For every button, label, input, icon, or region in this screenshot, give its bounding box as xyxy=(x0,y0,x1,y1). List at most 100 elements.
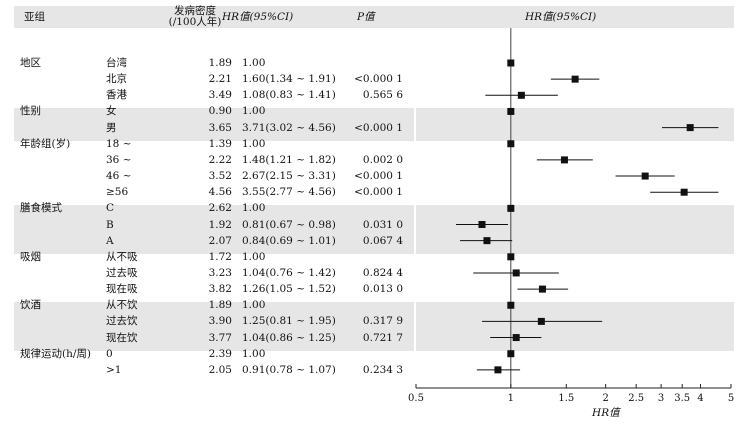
incidence-value: 2.22 xyxy=(208,153,232,166)
hr-point xyxy=(641,172,649,180)
group-band xyxy=(14,108,414,141)
p-value: <0.000 1 xyxy=(354,121,403,134)
level-label: 男 xyxy=(106,121,117,134)
x-tick-label: 1.5 xyxy=(558,393,574,404)
level-label: >1 xyxy=(106,363,122,376)
hr-point xyxy=(507,253,515,261)
p-value: 0.317 9 xyxy=(362,315,403,328)
hr-ci-text: 1.48(1.21 ~ 1.82) xyxy=(242,153,336,166)
group-label: 饮酒 xyxy=(20,299,41,312)
group-band xyxy=(416,108,734,141)
incidence-value: 1.39 xyxy=(208,137,232,150)
hr-point xyxy=(507,140,515,148)
hr-ci-text: 1.25(0.81 ~ 1.95) xyxy=(242,315,336,328)
level-label: 香港 xyxy=(106,89,127,102)
x-tick-label: 5 xyxy=(728,393,734,404)
hr-point xyxy=(680,188,688,196)
hr-ci-text: 0.84(0.69 ~ 1.01) xyxy=(242,234,336,247)
hr-ci-text: 1.04(0.86 ~ 1.25) xyxy=(242,331,336,344)
hr-point xyxy=(507,107,515,115)
p-value: 0.824 4 xyxy=(362,266,403,279)
header-p: P值 xyxy=(357,12,375,23)
group-label: 地区 xyxy=(20,57,41,69)
incidence-value: 2.21 xyxy=(208,73,232,86)
p-value: 0.031 0 xyxy=(362,218,403,231)
hr-point xyxy=(512,334,520,342)
group-label: 吸烟 xyxy=(20,250,41,263)
incidence-value: 1.72 xyxy=(208,250,232,263)
incidence-value: 3.23 xyxy=(208,266,232,279)
hr-point xyxy=(507,59,515,67)
level-label: 18 ~ xyxy=(106,137,132,150)
header-band xyxy=(14,6,734,28)
incidence-value: 3.65 xyxy=(208,121,232,134)
hr-ci-text: 1.00 xyxy=(242,57,266,69)
p-value: 0.013 0 xyxy=(362,283,403,296)
hr-ci-text: 1.08(0.83 ~ 1.41) xyxy=(242,89,336,102)
p-value: 0.721 7 xyxy=(362,331,403,344)
incidence-value: 1.89 xyxy=(208,299,232,312)
header-incidence-line1: 发病密度 xyxy=(174,5,216,17)
p-value: <0.000 1 xyxy=(354,170,403,183)
level-label: 北京 xyxy=(106,73,127,86)
header-incidence: 发病密度 (/100人年) xyxy=(155,6,235,28)
header-plot-title-text: HR值(95%CI) xyxy=(525,11,597,23)
level-label: A xyxy=(106,234,114,247)
hr-ci-text: 1.26(1.05 ~ 1.52) xyxy=(242,283,336,296)
x-tick-label: 3 xyxy=(658,393,664,404)
header-hr: HR值(95%CI) xyxy=(222,12,293,23)
incidence-value: 3.49 xyxy=(208,89,232,102)
incidence-value: 2.07 xyxy=(208,234,232,247)
p-value: 0.565 6 xyxy=(362,89,403,102)
hr-point xyxy=(512,269,520,277)
incidence-value: 3.90 xyxy=(208,315,232,328)
level-label: 现在吸 xyxy=(106,283,138,296)
incidence-value: 0.90 xyxy=(208,105,232,118)
hr-point xyxy=(507,350,515,358)
header-incidence-line2: (/100人年) xyxy=(168,16,222,28)
incidence-value: 3.52 xyxy=(208,170,232,183)
x-axis-label: HR值 xyxy=(591,407,621,419)
group-label: 性别 xyxy=(20,105,41,118)
hr-point xyxy=(494,366,502,374)
hr-ci-text: 1.00 xyxy=(242,137,266,150)
incidence-value: 3.77 xyxy=(208,331,232,344)
level-label: 从不饮 xyxy=(106,299,138,312)
header-subgroup: 亚组 xyxy=(24,11,45,23)
level-label: 46 ~ xyxy=(106,170,132,183)
group-band xyxy=(14,205,414,254)
p-value: 0.067 4 xyxy=(362,234,403,247)
incidence-value: 4.56 xyxy=(208,186,232,199)
hr-point xyxy=(538,285,546,293)
hr-point xyxy=(537,317,545,325)
level-label: C xyxy=(106,202,115,215)
level-label: 从不吸 xyxy=(106,250,138,263)
incidence-value: 1.92 xyxy=(208,218,232,231)
hr-ci-text: 1.00 xyxy=(242,202,266,215)
incidence-value: 2.05 xyxy=(208,363,232,376)
x-tick-label: 3.5 xyxy=(674,393,690,404)
header-plot-title: HR值(95%CI) xyxy=(525,12,596,23)
hr-ci-text: 2.67(2.15 ~ 3.31) xyxy=(242,170,336,183)
hr-point xyxy=(478,221,486,228)
header-p-text: P值 xyxy=(357,11,375,23)
level-label: ≥56 xyxy=(106,186,129,199)
hr-ci-text: 1.60(1.34 ~ 1.91) xyxy=(242,73,336,86)
p-value: 0.002 0 xyxy=(362,153,403,166)
hr-point xyxy=(560,156,568,164)
level-label: 现在饮 xyxy=(106,331,138,344)
group-label: 规律运动(h/周) xyxy=(20,347,91,360)
x-tick-label: 2.5 xyxy=(628,393,644,404)
x-tick-label: 2 xyxy=(602,393,608,404)
hr-point xyxy=(483,237,491,245)
level-label: 台湾 xyxy=(106,57,127,69)
incidence-value: 3.82 xyxy=(208,283,232,296)
hr-ci-text: 1.00 xyxy=(242,250,266,263)
hr-ci-text: 0.81(0.67 ~ 0.98) xyxy=(242,218,336,231)
p-value: 0.234 3 xyxy=(362,363,403,376)
level-label: B xyxy=(106,218,114,231)
level-label: 0 xyxy=(106,347,113,360)
incidence-value: 2.62 xyxy=(208,202,232,215)
